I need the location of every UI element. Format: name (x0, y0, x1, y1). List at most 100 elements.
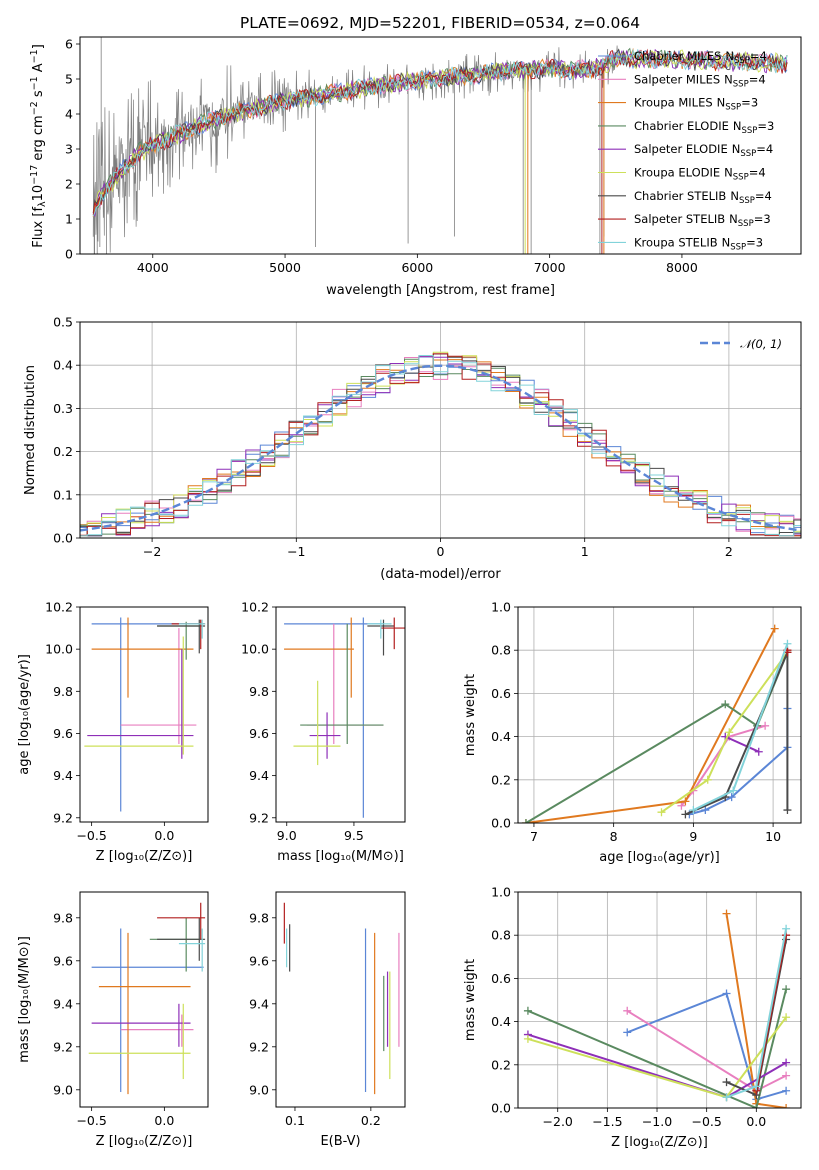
y-tick-label: 9.2 (249, 1039, 269, 1054)
y-axis-label: mass weight (463, 674, 478, 756)
x-tick-label: −0.5 (76, 1113, 106, 1128)
marker-salpeter-elodie (782, 1058, 791, 1067)
legend-count: 3 (751, 96, 758, 110)
legend-n: N (724, 72, 733, 86)
x-tick-label: 5000 (269, 260, 301, 275)
axes-frame (275, 891, 406, 1108)
model-line-salpeter-stelib (92, 48, 788, 216)
model-line-kroupa-stelib (92, 48, 788, 217)
y-axis-label-part: −1 (29, 76, 40, 90)
marker-kroupa-elodie (657, 808, 666, 817)
marker-kroupa-stelib (689, 806, 698, 815)
legend-n: N (730, 189, 739, 203)
y-tick-label: 1.0 (491, 600, 511, 615)
x-axis-label: Z [log₁₀(Z/Z⊙)] (96, 849, 193, 864)
marker-kroupa-miles (681, 797, 690, 806)
y-tick-label: 9.6 (53, 953, 73, 968)
legend-equals: = (741, 96, 751, 110)
legend-label-chabrier-elodie: Chabrier ELODIE NSSP=3 (634, 119, 774, 136)
x-tick-label: 10 (765, 829, 781, 844)
x-tick-label: 9.5 (344, 828, 364, 843)
chart-weight_vs_Z: −2.0 −1.5 −1.0 −0.5 0.0 0.0 0.2 0.4 0.6 0.8 1.0 Z [… (463, 885, 802, 1150)
legend-label-kroupa-miles: Kroupa MILES NSSP=3 (634, 96, 758, 113)
y-tick-label: 9.4 (53, 768, 73, 783)
x-tick-label: 0.0 (746, 1114, 766, 1129)
legend-sub: SSP (739, 196, 755, 206)
legend-sub: SSP (733, 79, 749, 89)
marker-kroupa-elodie (725, 728, 734, 737)
axes-frame (79, 321, 802, 539)
marker-kroupa-stelib (752, 1082, 761, 1091)
legend-label-salpeter-elodie: Salpeter ELODIE NSSP=4 (634, 142, 773, 159)
axes-frame (79, 606, 209, 823)
legend-name: Salpeter ELODIE (634, 142, 728, 156)
x-tick-label: 7000 (534, 260, 566, 275)
legend-label-normal: 𝒩(0, 1) (740, 337, 782, 351)
plot-area (521, 624, 792, 823)
marker-chabrier-elodie (721, 700, 730, 709)
figure-title: PLATE=0692, MJD=52201, FIBERID=0534, z=0… (240, 14, 640, 32)
weight-line-chabrier-miles (626, 992, 787, 1101)
y-tick-label: 0.2 (491, 1057, 511, 1072)
y-axis-label-part: −1 (29, 49, 40, 63)
normal-curve (80, 364, 801, 532)
x-tick-label: 8 (610, 829, 618, 844)
x-tick-label: −1.0 (642, 1114, 672, 1129)
legend-label-chabrier-miles: Chabrier MILES NSSP=4 (634, 49, 767, 66)
plot-area (284, 617, 405, 818)
legend-sub: SSP (738, 219, 754, 229)
legend-name: Chabrier MILES (634, 49, 721, 63)
legend-sub: SSP (741, 126, 757, 136)
plot-area (523, 909, 791, 1108)
y-tick-label: 0.6 (491, 971, 511, 986)
y-tick-label: 9.2 (249, 810, 269, 825)
y-axis-label-part: ] (31, 44, 46, 49)
legend-equals: = (754, 212, 764, 226)
y-axis-label-part: 10 (31, 185, 46, 202)
legend-equals: = (749, 72, 759, 86)
legend-n: N (732, 142, 741, 156)
y-tick-label: 5 (65, 72, 73, 87)
axes-frame (79, 36, 802, 255)
legend-name: Salpeter STELIB (634, 212, 725, 226)
y-axis-label: Normed distribution (23, 365, 38, 495)
y-axis-label-part: s (31, 90, 46, 101)
y-tick-label: 3 (65, 142, 73, 157)
legend-n: N (725, 49, 734, 63)
x-tick-label: 6000 (401, 260, 433, 275)
legend-sub: SSP (730, 242, 746, 252)
legend-sub: SSP (734, 56, 750, 66)
x-axis-label: age [log₁₀(age/yr)] (599, 850, 720, 865)
marker-kroupa-elodie (782, 1013, 791, 1022)
y-tick-label: 10.2 (241, 600, 269, 615)
chart-mass_vs_Z: −0.5 0.0 9.0 9.2 9.4 9.6 9.8 Z [log₁₀(Z/Z⊙)] mas… (17, 891, 209, 1149)
plot-area (84, 617, 206, 812)
y-tick-label: 0.6 (491, 686, 511, 701)
weight-line-kroupa-elodie (660, 651, 789, 814)
legend-sub: SSP (740, 149, 756, 159)
y-axis-label-part: erg cm (31, 115, 46, 164)
x-tick-label: −2.0 (543, 1114, 573, 1129)
marker-kroupa-miles (782, 1104, 791, 1108)
marker-chabrier-stelib (783, 806, 792, 815)
plot-area (80, 351, 801, 537)
axes-frame (79, 891, 209, 1108)
y-tick-label: 0.0 (53, 531, 73, 546)
marker-chabrier-miles (701, 806, 710, 815)
plot-area (92, 37, 788, 254)
legend-name: Chabrier STELIB (634, 189, 726, 203)
x-tick-label: 1 (581, 544, 589, 559)
legend-count: 4 (765, 189, 772, 203)
x-tick-label: 0.2 (361, 1113, 381, 1128)
y-tick-label: 9.2 (53, 1039, 73, 1054)
y-tick-label: 9.8 (249, 684, 269, 699)
y-tick-label: 4 (65, 107, 73, 122)
y-tick-label: 6 (65, 37, 73, 52)
y-tick-label: 9.4 (53, 996, 73, 1011)
x-axis-label: Z [log₁₀(Z/Z⊙)] (611, 1135, 708, 1150)
legend-count: 4 (760, 49, 767, 63)
y-tick-label: 0.0 (491, 816, 511, 831)
x-tick-label: 7 (530, 829, 538, 844)
